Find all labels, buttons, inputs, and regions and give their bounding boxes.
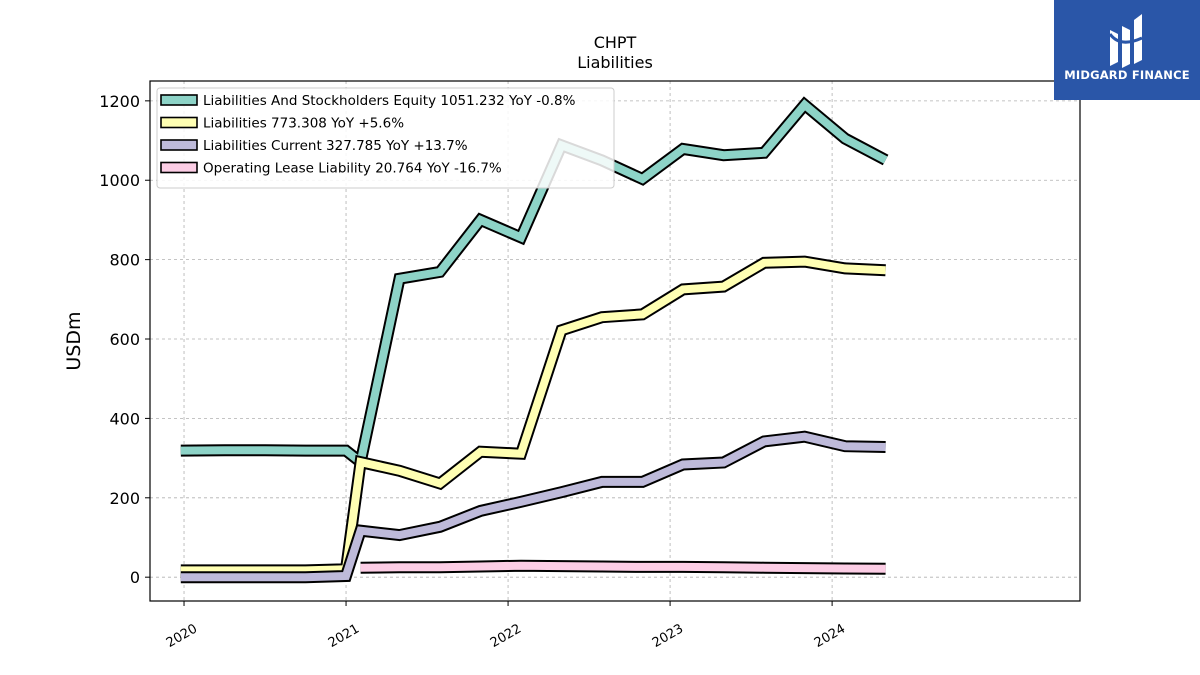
x-axis-ticks: 2020 2021 2022 2023 2024 [164,601,848,651]
y-axis-label: USDm [63,311,85,370]
x-tick-label: 2020 [164,621,200,651]
legend-label: Liabilities 773.308 YoY +5.6% [203,116,404,132]
series-line [360,561,886,573]
series-line [180,99,888,470]
y-tick-label: 0 [130,568,140,587]
grid-lines [150,81,1080,601]
y-tick-label: 1000 [99,171,140,190]
y-tick-label: 600 [109,330,140,349]
y-axis-ticks: 0 200 400 600 800 1000 1200 [99,92,150,587]
legend-swatch [160,161,198,174]
series-line-outline [180,430,886,584]
legend-box [156,87,615,189]
legend-swatch [160,139,198,151]
legend-swatch [160,94,198,106]
legend-label: Operating Lease Liability 20.764 YoY -16… [203,161,502,177]
logo-mark-icon [1108,14,1143,68]
plot-frame [149,80,1081,602]
logo-text: MIDGARD FINANCE [1064,68,1190,82]
x-tick-label: 2024 [812,621,848,651]
chart-title: CHPT [594,33,637,52]
legend: Liabilities And Stockholders Equity 1051… [156,87,615,189]
series-line [180,257,886,575]
x-tick-label: 2022 [488,621,524,651]
legend-label: Liabilities And Stockholders Equity 1051… [203,93,576,109]
series-line [180,432,886,582]
series-lines [180,96,889,584]
legend-label: Liabilities Current 327.785 YoY +13.7% [203,138,468,154]
y-tick-label: 800 [109,251,140,270]
x-tick-label: 2021 [326,621,362,651]
x-tick-label: 2023 [650,621,686,651]
y-tick-label: 1200 [99,92,140,111]
y-tick-label: 400 [109,409,140,428]
y-tick-label: 200 [109,489,140,508]
chart-subtitle: Liabilities [577,53,653,72]
legend-swatch [160,116,198,129]
midgard-finance-logo: MIDGARD FINANCE [1054,0,1200,100]
